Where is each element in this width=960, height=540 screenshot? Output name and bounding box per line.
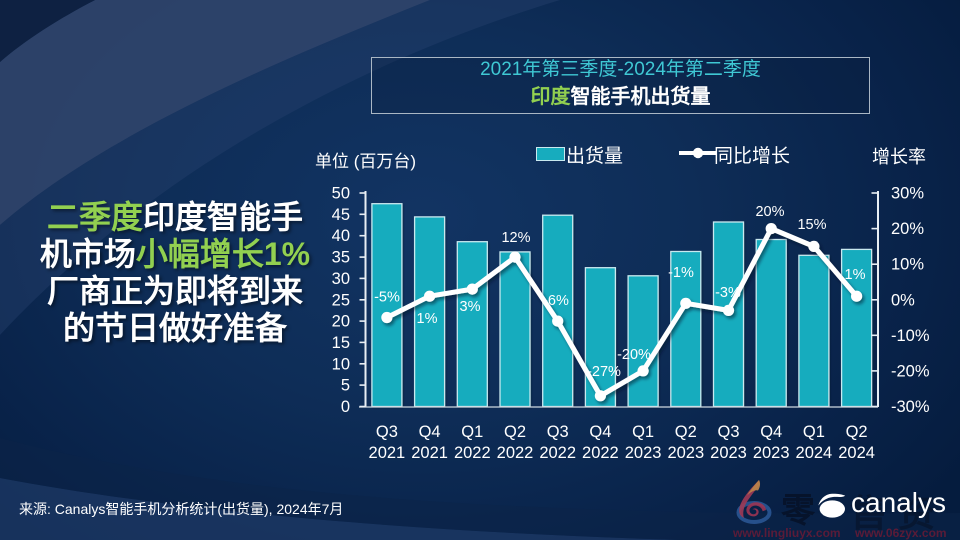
svg-text:-1%: -1% [668, 265, 694, 281]
svg-text:45: 45 [332, 206, 350, 224]
svg-text:Q3: Q3 [717, 423, 739, 441]
svg-text:15: 15 [332, 334, 350, 352]
svg-text:2023: 2023 [667, 444, 704, 462]
svg-text:-20%: -20% [617, 347, 651, 363]
svg-text:0%: 0% [891, 291, 915, 309]
svg-text:2021: 2021 [369, 444, 406, 462]
svg-text:Q3: Q3 [547, 423, 569, 441]
svg-text:3%: 3% [460, 299, 481, 315]
svg-text:-3%: -3% [715, 285, 741, 301]
svg-text:30%: 30% [891, 185, 924, 203]
svg-text:20%: 20% [755, 204, 784, 220]
svg-text:10%: 10% [891, 256, 924, 274]
svg-text:2024: 2024 [838, 444, 875, 462]
svg-text:Q4: Q4 [760, 423, 782, 441]
svg-text:Q2: Q2 [504, 423, 526, 441]
svg-text:20%: 20% [891, 220, 924, 238]
svg-text:2023: 2023 [710, 444, 747, 462]
svg-text:0: 0 [341, 398, 350, 416]
svg-text:-6%: -6% [543, 293, 569, 309]
svg-text:50: 50 [332, 185, 350, 203]
svg-text:15%: 15% [797, 217, 826, 233]
svg-text:-30%: -30% [891, 398, 930, 416]
svg-text:-5%: -5% [374, 290, 400, 306]
svg-text:2022: 2022 [454, 444, 491, 462]
svg-text:5: 5 [341, 377, 350, 395]
svg-text:2022: 2022 [582, 444, 619, 462]
svg-text:Q1: Q1 [461, 423, 483, 441]
svg-text:Q2: Q2 [675, 423, 697, 441]
svg-text:2022: 2022 [539, 444, 576, 462]
svg-text:-10%: -10% [891, 327, 930, 345]
svg-text:2024: 2024 [796, 444, 833, 462]
svg-text:Q4: Q4 [419, 423, 441, 441]
svg-text:2021: 2021 [411, 444, 448, 462]
svg-text:Q2: Q2 [846, 423, 868, 441]
svg-text:Q3: Q3 [376, 423, 398, 441]
svg-text:30: 30 [332, 270, 350, 288]
svg-text:1%: 1% [845, 267, 866, 283]
svg-text:Q1: Q1 [803, 423, 825, 441]
svg-text:20: 20 [332, 313, 350, 331]
svg-text:10: 10 [332, 355, 350, 373]
svg-text:1%: 1% [417, 311, 438, 327]
svg-text:Q4: Q4 [589, 423, 611, 441]
svg-text:-27%: -27% [587, 364, 621, 380]
svg-text:2023: 2023 [753, 444, 790, 462]
svg-text:Q1: Q1 [632, 423, 654, 441]
svg-text:-20%: -20% [891, 362, 930, 380]
svg-text:35: 35 [332, 249, 350, 267]
svg-text:25: 25 [332, 291, 350, 309]
svg-text:40: 40 [332, 227, 350, 245]
svg-text:2022: 2022 [497, 444, 534, 462]
svg-text:2023: 2023 [625, 444, 662, 462]
svg-text:12%: 12% [501, 230, 530, 246]
